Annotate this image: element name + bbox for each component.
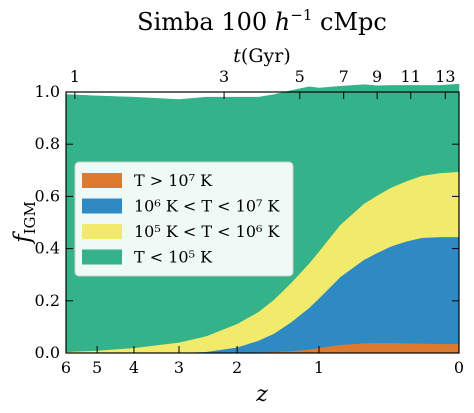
axis-ticks: 6 5 4 3 2 1 00.00.20.40.60.81.01 3 5 7 9 11 13 — [35, 67, 465, 377]
x-tick-label: 5 — [92, 358, 102, 377]
y-tick-label: 1.0 — [35, 82, 60, 101]
legend-box — [74, 161, 294, 277]
legend: T > 10⁷ K 10⁶ K < T < 10⁷ K 10⁵ K < T < 10… — [74, 161, 294, 277]
top-tick-label: 9 — [372, 67, 382, 86]
top-tick-label: 1 — [70, 67, 80, 86]
y-tick-label: 0.4 — [35, 239, 60, 258]
legend-label-hot: T > 10⁷ K — [134, 171, 213, 190]
y-tick-label: 0.8 — [35, 134, 60, 153]
chart-title: Simba 100 h−1 cMpc — [137, 6, 387, 36]
top-tick-label: 11 — [401, 67, 421, 86]
legend-label-diffuse: T < 10⁵ K — [134, 248, 213, 267]
top-tick-label: 13 — [435, 67, 455, 86]
y-tick-label: 0.6 — [35, 186, 60, 205]
x-tick-label: 0 — [454, 358, 464, 377]
plot-frame — [65, 91, 460, 354]
legend-label-warm: 10⁵ K < T < 10⁶ K — [134, 222, 281, 241]
x-tick-label: 2 — [232, 358, 242, 377]
legend-label-warmhot: 10⁶ K < T < 10⁷ K — [134, 197, 281, 216]
y-axis-label: fIGM — [10, 201, 39, 245]
x-tick-label: 1 — [314, 358, 324, 377]
legend-swatch-diffuse — [82, 249, 122, 265]
top-tick-label: 5 — [295, 67, 305, 86]
x-axis-label: z — [255, 382, 268, 407]
top-tick-label: 7 — [339, 67, 349, 86]
legend-swatch-warm — [82, 224, 122, 239]
x-tick-label: 6 — [61, 358, 71, 377]
top-tick-label: 3 — [219, 67, 229, 86]
legend-swatch-hot — [82, 173, 122, 188]
y-tick-label: 0.0 — [35, 343, 60, 362]
y-tick-label: 0.2 — [35, 291, 60, 310]
x-tick-label: 4 — [129, 358, 139, 377]
top-axis-label: t(Gyr) — [233, 45, 290, 67]
legend-swatch-warmhot — [82, 198, 122, 214]
x-tick-label: 3 — [174, 358, 184, 377]
